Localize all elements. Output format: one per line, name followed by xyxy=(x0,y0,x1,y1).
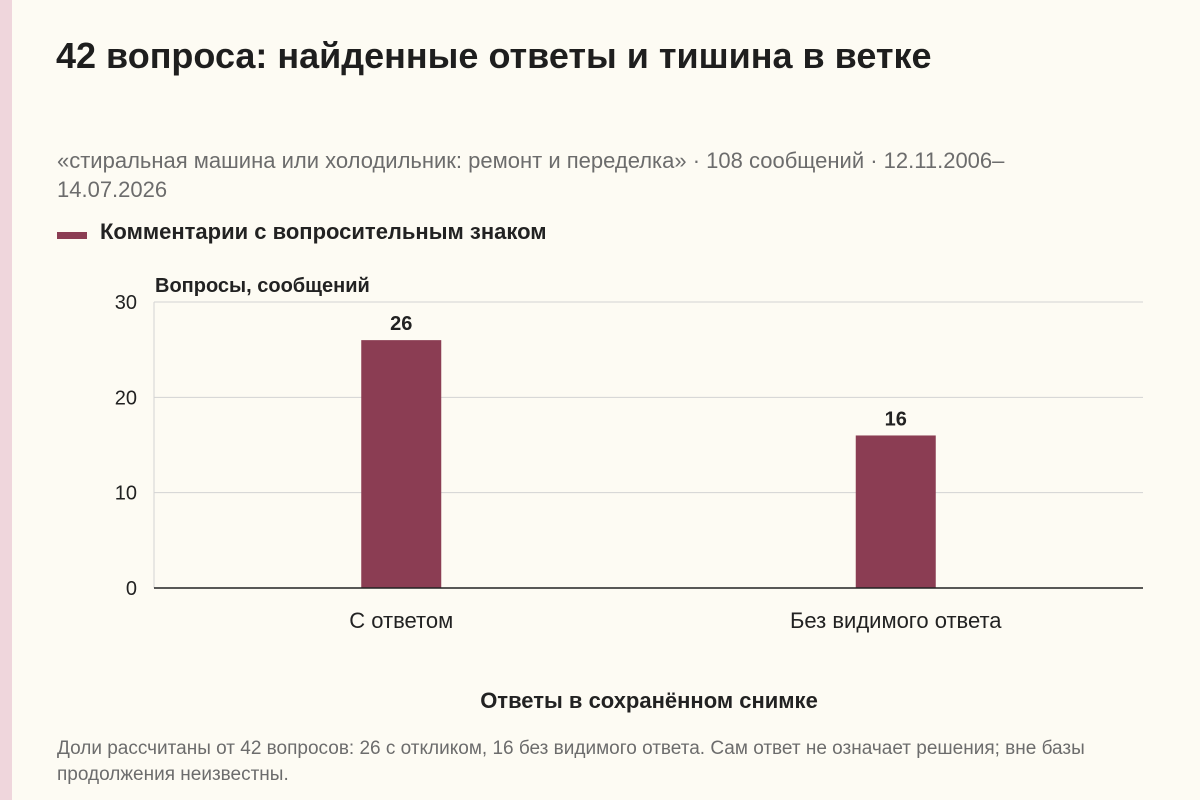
data-label: 16 xyxy=(885,408,907,430)
page-title: 42 вопроса: найденные ответы и тишина в … xyxy=(56,35,932,76)
chart-subtitle: «стиральная машина или холодильник: ремо… xyxy=(57,148,1005,202)
bar-chart: 0 10 20 30 Вопросы, сообщений 26 С ответом 16 Бе… xyxy=(115,275,1143,713)
y-tick-label: 20 xyxy=(115,387,137,409)
x-axis-label: Ответы в сохранённом снимке xyxy=(480,688,818,713)
legend-swatch xyxy=(57,231,87,239)
x-tick-label: Без видимого ответа xyxy=(790,608,1002,633)
bar xyxy=(855,435,936,588)
x-tick-label: С ответом xyxy=(349,608,453,633)
side-stripe xyxy=(0,0,12,800)
y-tick-label: 10 xyxy=(115,483,137,505)
bar xyxy=(361,340,442,588)
y-tick-label: 0 xyxy=(126,578,137,600)
y-tick-label: 30 xyxy=(115,292,137,314)
data-label: 26 xyxy=(390,313,412,335)
footnote: Доли рассчитаны от 42 вопросов: 26 с отк… xyxy=(57,738,1085,785)
y-axis-label: Вопросы, сообщений xyxy=(155,275,370,297)
legend: Комментарии с вопросительным знаком xyxy=(57,218,547,246)
legend-label: Комментарии с вопросительным знаком xyxy=(100,219,547,244)
